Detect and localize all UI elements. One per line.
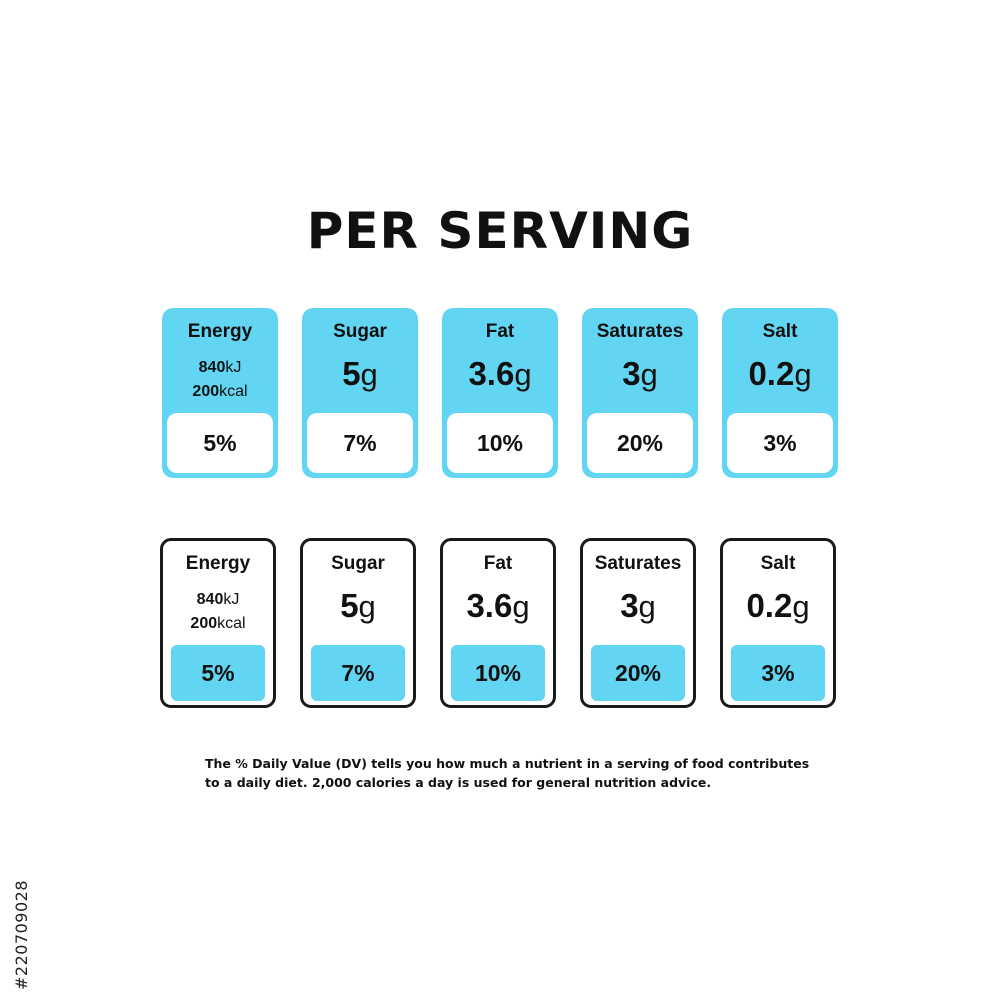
card-energy-kcal: 200kcal — [163, 612, 273, 636]
card-label: Fat — [483, 553, 513, 574]
energy-kcal-value: 200 — [190, 615, 218, 632]
energy-kj-unit: kJ — [223, 591, 240, 608]
amount-value: 0.2 — [746, 587, 793, 624]
card-label: Sugar — [331, 553, 385, 574]
nutrition-card-fat: Fat 3.6g 10% — [442, 308, 558, 478]
amount-value: 3 — [622, 355, 641, 392]
amount-unit: g — [360, 357, 378, 392]
card-daily-value: 5% — [171, 645, 265, 701]
nutrition-card-saturates: Saturates 3g 20% — [580, 538, 696, 708]
energy-kj-value: 840 — [196, 591, 224, 608]
energy-kcal-value: 200 — [192, 383, 220, 400]
stock-image-id: #220709028 — [12, 879, 31, 990]
nutrition-card-energy: Energy 840kJ 200kcal 5% — [162, 308, 278, 478]
amount-unit: g — [512, 589, 530, 624]
energy-kj-unit: kJ — [225, 359, 242, 376]
nutrition-card-salt: Salt 0.2g 3% — [720, 538, 836, 708]
card-daily-value: 10% — [451, 645, 545, 701]
amount-unit: g — [792, 589, 810, 624]
amount-unit: g — [514, 357, 532, 392]
card-label: Saturates — [596, 321, 684, 342]
energy-kj-value: 840 — [198, 359, 226, 376]
amount-unit: g — [638, 589, 656, 624]
amount-value: 5 — [342, 355, 361, 392]
card-energy-kcal: 200kcal — [162, 380, 278, 404]
nutrition-card-sugar: Sugar 5g 7% — [302, 308, 418, 478]
card-amount: 3g — [582, 352, 698, 403]
card-label: Energy — [187, 321, 253, 342]
card-daily-value: 3% — [731, 645, 825, 701]
nutrition-card-saturates: Saturates 3g 20% — [582, 308, 698, 478]
card-daily-value: 3% — [727, 413, 833, 473]
nutrition-card-energy: Energy 840kJ 200kcal 5% — [160, 538, 276, 708]
card-daily-value: 7% — [311, 645, 405, 701]
amount-value: 3.6 — [468, 355, 515, 392]
nutrition-card-sugar: Sugar 5g 7% — [300, 538, 416, 708]
card-amount: 3g — [583, 584, 693, 635]
card-label: Sugar — [333, 321, 387, 342]
card-amount: 3.6g — [443, 584, 553, 635]
daily-value-footnote: The % Daily Value (DV) tells you how muc… — [205, 756, 810, 790]
card-amount: 5g — [302, 352, 418, 403]
card-energy-values: 840kJ 200kcal — [162, 356, 278, 404]
card-label: Salt — [760, 553, 796, 574]
card-amount: 3.6g — [442, 352, 558, 403]
card-daily-value: 5% — [167, 413, 273, 473]
energy-kcal-unit: kcal — [217, 615, 246, 632]
nutrition-row-filled: Energy 840kJ 200kcal 5% Sugar 5g 7% Fat … — [0, 308, 1000, 478]
card-daily-value: 7% — [307, 413, 413, 473]
card-label: Fat — [485, 321, 515, 342]
amount-unit: g — [794, 357, 812, 392]
amount-value: 3.6 — [466, 587, 513, 624]
amount-unit: g — [640, 357, 658, 392]
card-label: Salt — [762, 321, 798, 342]
card-label: Energy — [185, 553, 251, 574]
nutrition-card-fat: Fat 3.6g 10% — [440, 538, 556, 708]
card-daily-value: 20% — [591, 645, 685, 701]
card-label: Saturates — [594, 553, 682, 574]
energy-kcal-unit: kcal — [219, 383, 248, 400]
card-energy-kj: 840kJ — [162, 356, 278, 380]
amount-unit: g — [358, 589, 376, 624]
amount-value: 0.2 — [748, 355, 795, 392]
card-amount: 0.2g — [722, 352, 838, 403]
card-energy-values: 840kJ 200kcal — [163, 588, 273, 636]
card-energy-kj: 840kJ — [163, 588, 273, 612]
card-amount: 5g — [303, 584, 413, 635]
amount-value: 3 — [620, 587, 639, 624]
amount-value: 5 — [340, 587, 359, 624]
page-title: PER SERVING — [306, 202, 694, 260]
card-daily-value: 10% — [447, 413, 553, 473]
card-daily-value: 20% — [587, 413, 693, 473]
card-amount: 0.2g — [723, 584, 833, 635]
nutrition-row-outline: Energy 840kJ 200kcal 5% Sugar 5g 7% Fat … — [0, 538, 1000, 708]
nutrition-card-salt: Salt 0.2g 3% — [722, 308, 838, 478]
